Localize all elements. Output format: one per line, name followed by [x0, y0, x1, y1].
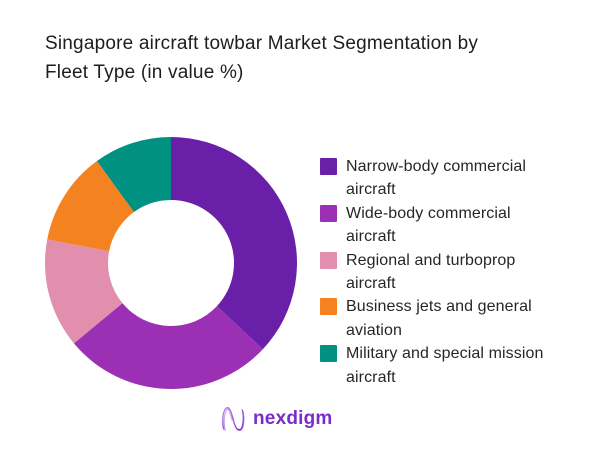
donut-chart-area [44, 134, 298, 392]
legend-swatch-icon [320, 251, 337, 269]
legend-item: Business jets and general aviation [320, 295, 582, 342]
legend-label: Military and special mission aircraft [346, 345, 544, 386]
donut-segment [96, 137, 171, 213]
legend-swatch-icon [320, 204, 337, 222]
brand-name: nexdigm [253, 408, 333, 429]
legend-swatch-icon [320, 158, 337, 175]
donut-segment [44, 239, 123, 344]
legend-label: Regional and turboprop aircraft [346, 251, 516, 293]
donut-segment [73, 303, 263, 389]
nexdigm-logo-icon [221, 406, 245, 432]
legend-label: Business jets and general aviation [346, 298, 532, 339]
legend-swatch-icon [320, 345, 337, 363]
legend-swatch-icon [320, 298, 337, 316]
legend-item: Regional and turboprop aircraft [320, 249, 582, 296]
chart-legend: Narrow-body commercial aircraft Wide-bod… [320, 155, 582, 389]
page-title: Singapore aircraft towbar Market Segment… [45, 30, 575, 87]
legend-label: Wide-body commercial aircraft [346, 204, 511, 246]
title-line-1: Singapore aircraft towbar Market Segment… [45, 33, 479, 54]
donut-segment [171, 137, 297, 350]
legend-item: Narrow-body commercial aircraft [320, 155, 582, 202]
legend-label: Narrow-body commercial aircraft [346, 158, 527, 199]
legend-item: Military and special mission aircraft [320, 342, 582, 389]
donut-segment [47, 161, 134, 252]
title-line-2: Fleet Type (in value %) [45, 61, 244, 83]
donut-chart [44, 137, 297, 389]
legend-item: Wide-body commercial aircraft [320, 202, 582, 249]
nexdigm-logo: nexdigm [220, 404, 333, 434]
